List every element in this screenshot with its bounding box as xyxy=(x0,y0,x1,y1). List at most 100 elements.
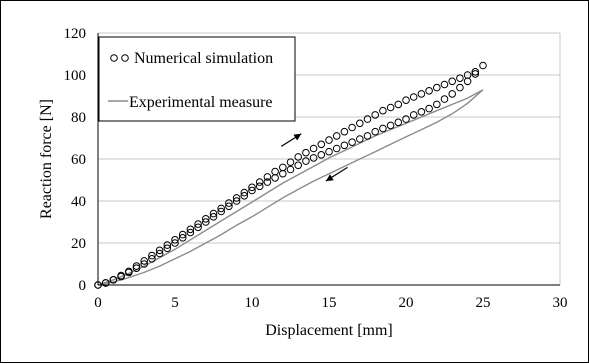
arrow-head xyxy=(293,133,302,141)
x-tick-label: 15 xyxy=(322,295,337,311)
experimental-line xyxy=(97,89,484,286)
simulation-point xyxy=(356,119,364,128)
simulation-point xyxy=(309,144,318,153)
simulation-point xyxy=(186,225,195,234)
x-tick-label: 30 xyxy=(553,295,568,311)
axes: 0 20 40 60 80 100 120 0 5 10 15 20 25 30 xyxy=(64,26,568,311)
simulation-point xyxy=(417,90,426,98)
x-tick-label: 10 xyxy=(245,295,260,311)
simulation-point xyxy=(279,169,287,178)
y-tick-label: 100 xyxy=(64,68,87,84)
simulation-point xyxy=(409,111,418,119)
legend-label-simulation: Numerical simulation xyxy=(134,50,273,67)
simulation-point xyxy=(163,244,172,253)
simulation-point xyxy=(209,209,218,218)
simulation-point xyxy=(101,279,110,287)
y-tick-label: 120 xyxy=(64,26,87,42)
simulation-point xyxy=(371,111,380,119)
simulation-point xyxy=(386,121,395,130)
simulation-point xyxy=(209,213,218,221)
simulation-point xyxy=(202,218,210,226)
y-tick-label: 0 xyxy=(79,278,87,294)
simulation-point xyxy=(409,93,418,101)
simulation-point xyxy=(148,251,156,260)
simulation-point xyxy=(148,254,156,263)
simulation-point xyxy=(363,132,372,140)
simulation-point xyxy=(471,68,480,76)
simulation-point xyxy=(279,163,287,172)
simulation-point xyxy=(171,236,179,244)
simulation-point xyxy=(394,118,403,127)
simulation-point xyxy=(332,132,341,140)
simulation-point xyxy=(386,103,395,112)
simulation-point xyxy=(271,167,279,176)
simulation-point xyxy=(186,228,195,237)
legend-marker-simulation xyxy=(121,54,129,62)
simulation-point xyxy=(271,174,279,182)
simulation-point xyxy=(294,153,303,161)
simulation-point xyxy=(379,106,387,115)
simulation-point xyxy=(294,161,303,170)
simulation-point xyxy=(140,260,148,268)
y-axis-title: Reaction force [N] xyxy=(38,99,55,219)
simulation-point xyxy=(286,165,295,174)
simulation-point xyxy=(425,104,433,113)
simulation-point xyxy=(225,202,233,211)
simulation-point xyxy=(178,230,187,239)
legend-box xyxy=(98,36,296,122)
simulation-point xyxy=(463,77,472,86)
x-tick-label: 20 xyxy=(399,295,414,311)
simulation-point xyxy=(456,74,464,82)
simulation-point xyxy=(332,144,341,153)
x-tick-label: 0 xyxy=(94,295,102,311)
y-tick-label: 80 xyxy=(71,110,86,126)
legend-label-experimental: Experimental measure xyxy=(129,94,273,111)
simulation-point xyxy=(132,264,141,273)
simulation-point xyxy=(163,241,172,249)
simulation-point xyxy=(348,123,356,132)
simulation-point xyxy=(194,223,202,232)
simulation-point xyxy=(232,197,241,205)
simulation-point xyxy=(402,115,410,123)
simulation-point xyxy=(348,138,356,146)
y-tick-label: 60 xyxy=(71,152,86,168)
x-tick-label: 25 xyxy=(476,295,491,311)
simulation-point xyxy=(317,151,326,159)
simulation-point xyxy=(309,154,318,162)
simulation-point xyxy=(440,95,449,103)
x-axis-title: Displacement [mm] xyxy=(265,322,393,339)
simulation-point xyxy=(263,178,272,186)
simulation-point xyxy=(340,141,349,150)
simulation-point xyxy=(109,276,118,284)
simulation-point xyxy=(425,87,433,95)
simulation-point xyxy=(171,239,179,247)
simulation-point xyxy=(379,124,387,133)
simulation-point xyxy=(448,90,457,98)
simulation-point xyxy=(302,157,310,165)
experimental-series xyxy=(97,89,484,286)
annotations xyxy=(280,133,348,182)
simulation-point xyxy=(194,220,202,228)
simulation-point xyxy=(178,234,187,242)
simulation-point xyxy=(125,268,133,277)
simulation-point xyxy=(302,148,310,157)
legend: Numerical simulation Experimental measur… xyxy=(98,36,296,122)
simulation-point xyxy=(155,249,164,258)
simulation-point xyxy=(286,158,295,166)
simulation-point xyxy=(471,70,480,78)
simulation-point xyxy=(325,147,333,156)
simulation-series xyxy=(94,61,487,289)
simulation-point xyxy=(240,188,249,197)
simulation-point xyxy=(479,61,487,70)
simulation-point xyxy=(225,199,233,207)
y-tick-label: 40 xyxy=(71,194,86,210)
simulation-point xyxy=(356,135,364,143)
legend-marker-simulation xyxy=(110,54,118,62)
simulation-point xyxy=(255,182,264,191)
simulation-point xyxy=(325,136,333,144)
simulation-point xyxy=(232,194,241,202)
simulation-point xyxy=(248,183,256,192)
simulation-point xyxy=(132,262,141,270)
